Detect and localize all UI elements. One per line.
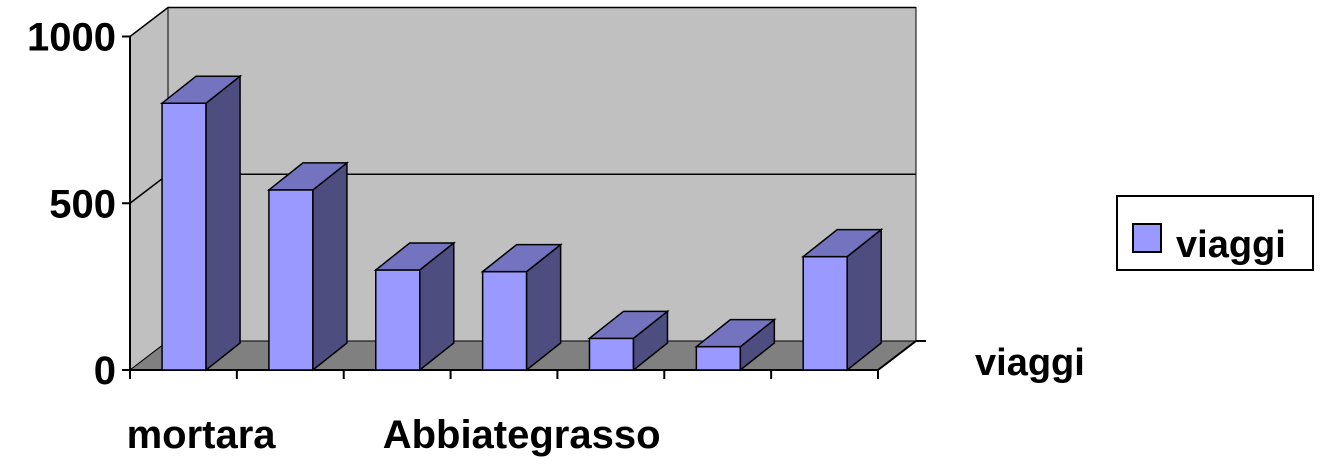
bar-front-0 [161,102,207,371]
bar-side-0 [205,74,241,372]
bar-front-4 [588,337,635,371]
bar-top-2 [373,242,456,271]
bar-side-1 [312,161,348,372]
bar-front-6 [802,255,848,371]
bar-4 [587,309,670,372]
bar-2 [373,241,456,372]
depth-axis-label: viaggi [975,342,1085,384]
bar-front-3 [481,270,528,371]
bars [159,74,884,372]
bar-3 [480,243,563,372]
bar-top-1 [266,162,350,191]
y-tick-label-0: 0 [94,349,116,393]
bar-top-3 [480,243,563,273]
bar-front-1 [268,189,314,371]
legend-swatch-viaggi [1132,223,1162,253]
legend-label-viaggi: viaggi [1176,224,1286,266]
bar-0 [159,74,243,372]
legend: viaggi [1116,195,1314,271]
bar-top-0 [159,75,243,104]
category-label-0: mortara [127,413,277,457]
depth-axis-line [877,340,917,371]
y-tick-label-500: 500 [49,182,116,226]
bar-5 [694,318,777,372]
bar-top-6 [801,228,884,258]
bar-top-5 [694,318,777,348]
bar-6 [801,228,884,372]
bar-1 [266,161,350,372]
category-label-3: Abbiategrasso [383,413,661,457]
category-labels: mortara Abbiategrasso [127,413,661,457]
bar-top-4 [587,310,670,340]
value-axis: 0 500 1000 [27,16,926,393]
y-tick-label-1000: 1000 [27,16,116,60]
bar-front-2 [375,269,421,371]
bar-front-5 [695,345,742,371]
gridline-1000 [129,6,916,38]
